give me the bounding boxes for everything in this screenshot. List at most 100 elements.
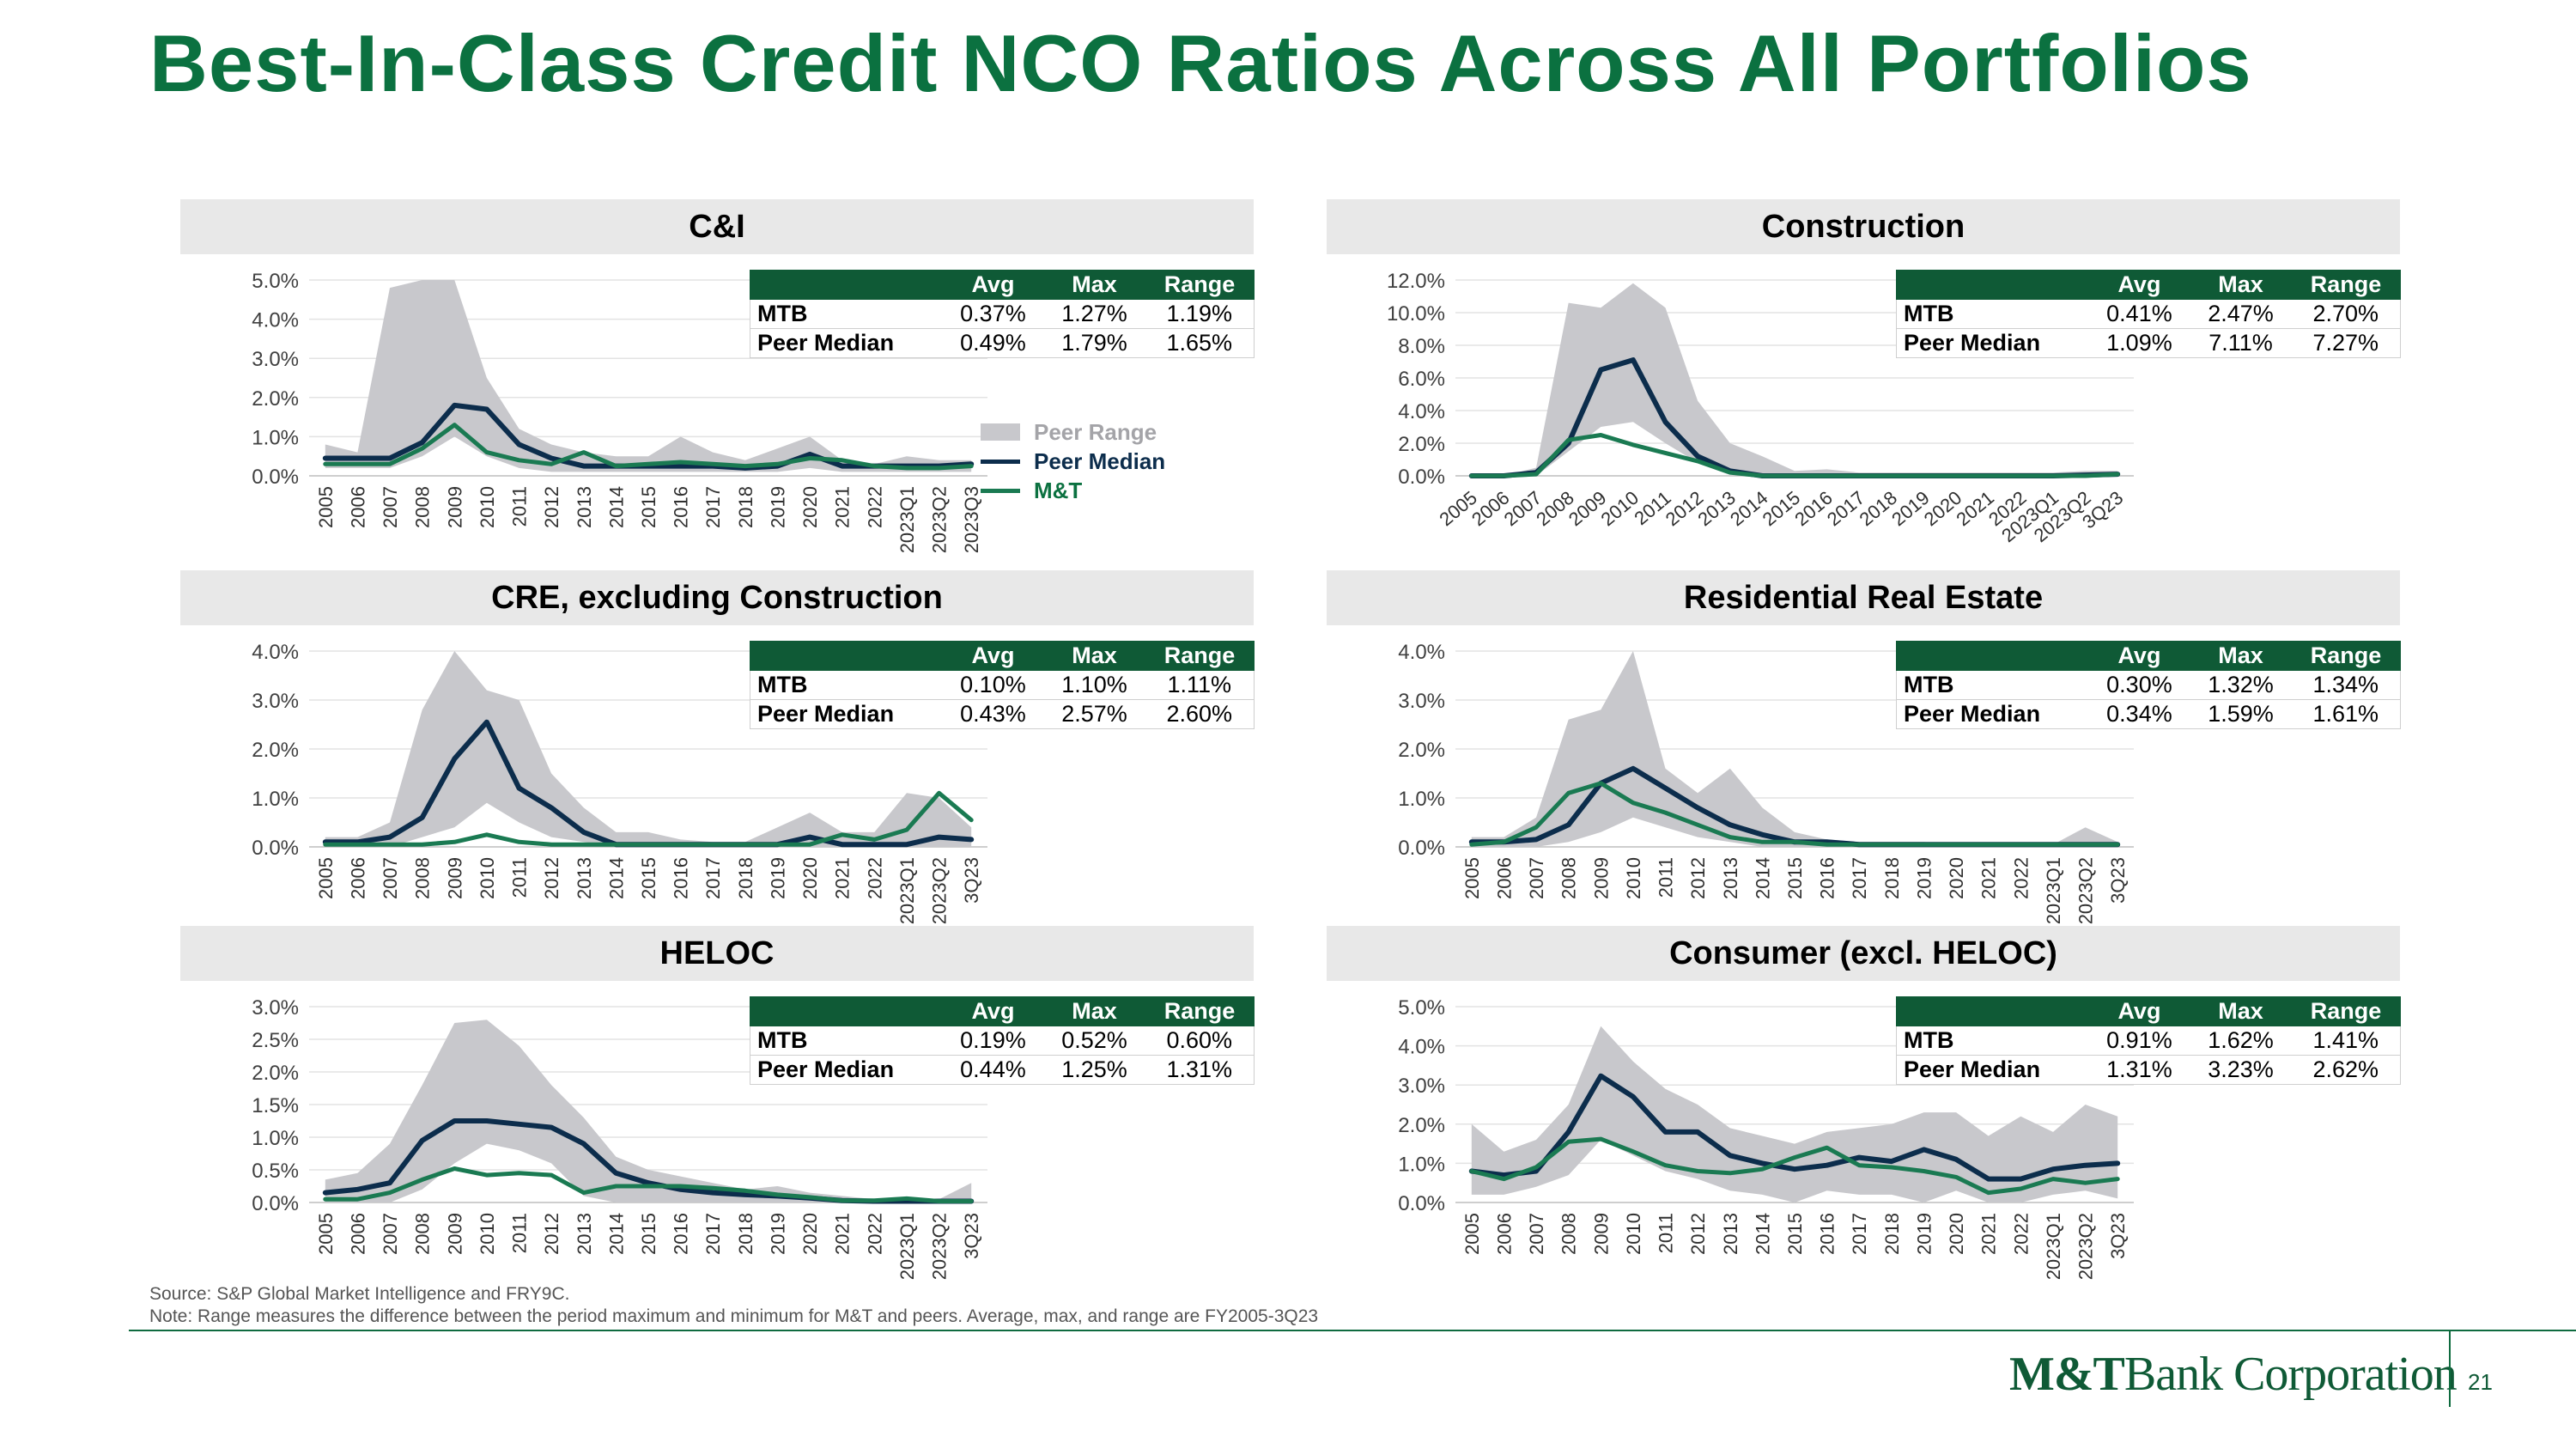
x-tick-label: 2017 [702,857,724,899]
stats-row-mtb: MTB 0.19% 0.52% 0.60% [750,1026,1255,1056]
x-tick-label: 2020 [799,1213,821,1255]
x-tick-label: 3Q23 [961,1213,982,1259]
x-tick-label: 2007 [380,486,401,528]
mt-line [1469,1136,2120,1196]
x-tick-label: 2019 [767,857,788,899]
stats-table: Avg Max Range MTB 0.91% 1.62% 1.41% Peer Medi… [1896,996,2401,1085]
y-tick-label: 1.0% [252,426,299,449]
x-tick-label: 2016 [671,857,692,899]
peer-range-band [325,280,972,472]
x-tick-label: 2009 [1590,1213,1612,1255]
x-tick-label: 2012 [1687,1213,1709,1255]
x-tick-label: 2010 [1623,1213,1644,1255]
y-tick-label: 2.0% [1398,739,1445,762]
x-tick-label: 2005 [1461,857,1483,899]
x-tick-label: 2009 [1590,857,1612,899]
page-number: 21 [2468,1369,2493,1395]
x-tick-label: 2005 [315,1213,337,1255]
y-tick-label: 1.5% [252,1094,299,1117]
x-tick-label: 2012 [541,857,562,899]
y-tick-label: 1.0% [252,1127,299,1150]
x-tick-label: 2015 [1784,1213,1806,1255]
x-tick-label: 2007 [1526,1213,1547,1255]
y-tick-label: 3.0% [1398,1075,1445,1098]
x-tick-label: 2012 [541,486,562,528]
x-tick-label: 2016 [671,486,692,528]
chart-construction: 0.0%2.0%4.0%6.0%8.0%10.0%12.0%2005200620… [1387,270,2134,546]
x-tick-label: 2023Q3 [961,486,982,553]
peer-range-band [325,1020,972,1202]
x-tick-label: 2019 [767,486,788,528]
x-tick-label: 2020 [1946,1213,1967,1255]
x-tick-label: 2014 [605,486,627,528]
x-tick-label: 2013 [574,1213,595,1255]
x-tick-label: 2023Q1 [896,1213,918,1280]
x-tick-label: 2005 [315,486,337,528]
y-tick-label: 2.0% [252,1062,299,1085]
x-tick-label: 2015 [638,1213,659,1255]
y-tick-label: 0.0% [252,466,299,489]
y-tick-label: 2.0% [252,387,299,411]
x-tick-label: 2008 [412,857,434,899]
peer-median-line [1468,1073,2121,1182]
stats-table: Avg Max Range MTB 0.37% 1.27% 1.19% Peer Medi… [750,270,1255,358]
x-tick-label: 2021 [832,486,854,528]
stats-table: Avg Max Range MTB 0.41% 2.47% 2.70% Peer Medi… [1896,270,2401,358]
legend-mt: M&T [981,476,1238,505]
x-tick-label: 2020 [1946,857,1967,899]
y-tick-label: 2.0% [252,739,299,762]
mt-line [1469,781,2120,847]
peer-range-band [325,651,972,847]
chart-cre: 0.0% 1.0% 2.0% 3.0% 4.0% 2005 2006 2007 2008 2009… [252,641,987,924]
panel-title: Residential Real Estate [1327,570,2400,625]
stats-row-peer: Peer Median 0.43% 2.57% 2.60% [750,699,1255,729]
stats-row-mtb: MTB 0.37% 1.27% 1.19% [750,299,1255,329]
legend-range-swatch [981,423,1020,441]
y-tick-label: 3.0% [1398,690,1445,713]
y-tick-label: 4.0% [1398,400,1445,423]
x-tick-label: 2006 [1493,1213,1515,1255]
x-tick-label: 3Q23 [2107,857,2129,904]
x-tick-label: 2019 [1913,857,1935,899]
y-tick-label: 1.0% [252,788,299,811]
panel-consumer: Consumer (excl. HELOC) 0.0% 1.0% 2.0% 3.0% 4… [1327,926,2401,1280]
x-tick-label: 2023Q1 [2043,857,2064,924]
y-tick-label: 6.0% [1398,368,1445,391]
x-tick-label: 2015 [1784,857,1806,899]
y-tick-label: 2.5% [252,1029,299,1052]
y-tick-label: 8.0% [1398,335,1445,358]
panel-construction: Construction 0.0% 2.0% 4.0% 6.0% 8.0% 10.0% 12… [1327,199,2401,551]
x-tick-label: 2021 [1978,1213,2000,1255]
x-tick-label: 2018 [735,857,756,899]
x-tick-label: 2023Q2 [2075,857,2097,924]
panel-title: CRE, excluding Construction [180,570,1254,625]
footer-separator [2449,1330,2451,1407]
legend-median: Peer Median [981,447,1238,476]
y-tick-label: 3.0% [252,690,299,713]
x-tick-label: 2023Q1 [2043,1213,2064,1280]
x-tick-label: 2017 [1849,857,1870,899]
x-tick-label: 2006 [347,857,368,899]
stats-row-peer: Peer Median 0.49% 1.79% 1.65% [750,328,1255,358]
x-tick-label: 2005 [315,857,337,899]
y-tick-label: 0.0% [1398,466,1445,489]
source-note: Source: S&P Global Market Intelligence a… [149,1284,570,1304]
y-tick-label: 0.0% [1398,1192,1445,1215]
y-tick-label: 0.0% [252,1192,299,1215]
range-note: Note: Range measures the difference betw… [149,1306,1319,1326]
x-tick-label: 2011 [509,486,531,527]
x-tick-label: 2010 [1623,857,1644,899]
y-tick-label: 5.0% [1398,996,1445,1020]
x-tick-label: 2021 [832,857,854,899]
x-tick-label: 2020 [799,857,821,899]
legend-median-line [981,459,1020,464]
x-tick-label: 2014 [605,1213,627,1255]
x-tick-label: 2017 [702,486,724,528]
x-tick-label: 2013 [1720,1213,1741,1255]
x-tick-label: 2022 [864,486,885,528]
x-tick-label: 2022 [2010,857,2032,899]
stats-table: Avg Max Range MTB 0.10% 1.10% 1.11% Peer Medi… [750,641,1255,729]
x-tick-label: 2018 [735,486,756,528]
x-tick-label: 2014 [1752,857,1773,899]
chart-residential: 0.0% 1.0% 2.0% 3.0% 4.0% 2005 2006 2007 2008 2009… [1398,641,2134,924]
